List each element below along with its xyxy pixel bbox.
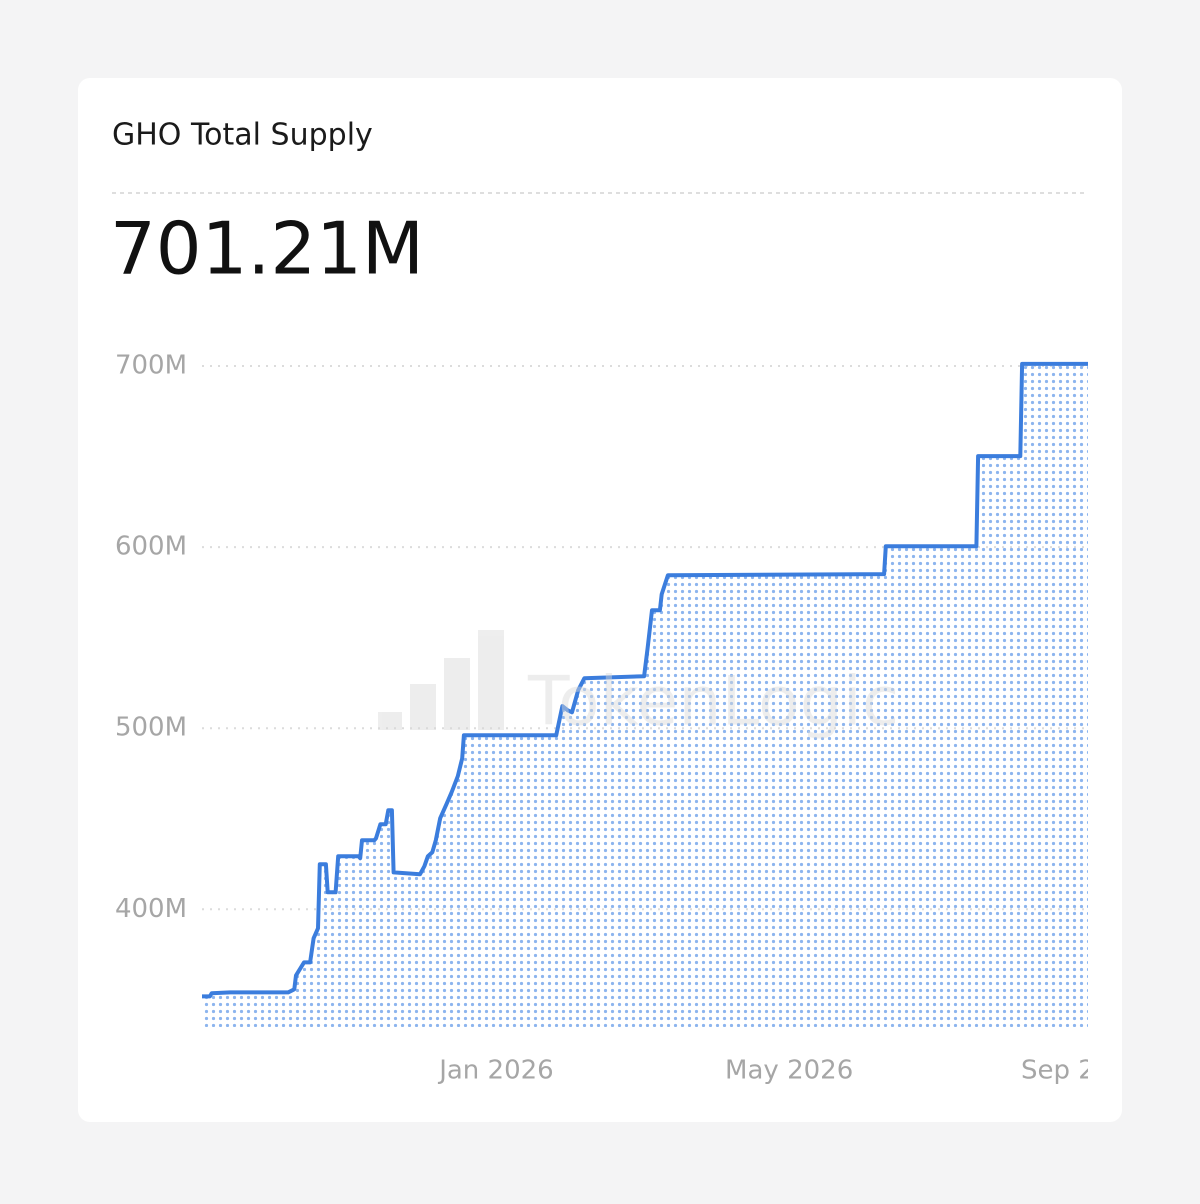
y-tick-label: 400M xyxy=(115,894,187,924)
x-tick-label: Sep 2026 xyxy=(1021,1056,1144,1086)
y-tick-label: 600M xyxy=(115,532,187,562)
x-axis: Jan 2026 May 2026 Sep 2026 xyxy=(437,1056,1144,1086)
watermark: TokenLogic xyxy=(378,630,899,742)
x-tick-label: May 2026 xyxy=(725,1056,853,1086)
watermark-text: TokenLogic xyxy=(527,663,899,742)
y-tick-label: 700M xyxy=(115,351,187,381)
y-tick-label: 500M xyxy=(115,713,187,743)
area xyxy=(202,363,1088,1027)
x-tick-label: Jan 2026 xyxy=(437,1056,554,1086)
headline-value: 701.21M xyxy=(110,207,424,291)
line xyxy=(202,361,1088,999)
card-title: GHO Total Supply xyxy=(112,118,373,153)
